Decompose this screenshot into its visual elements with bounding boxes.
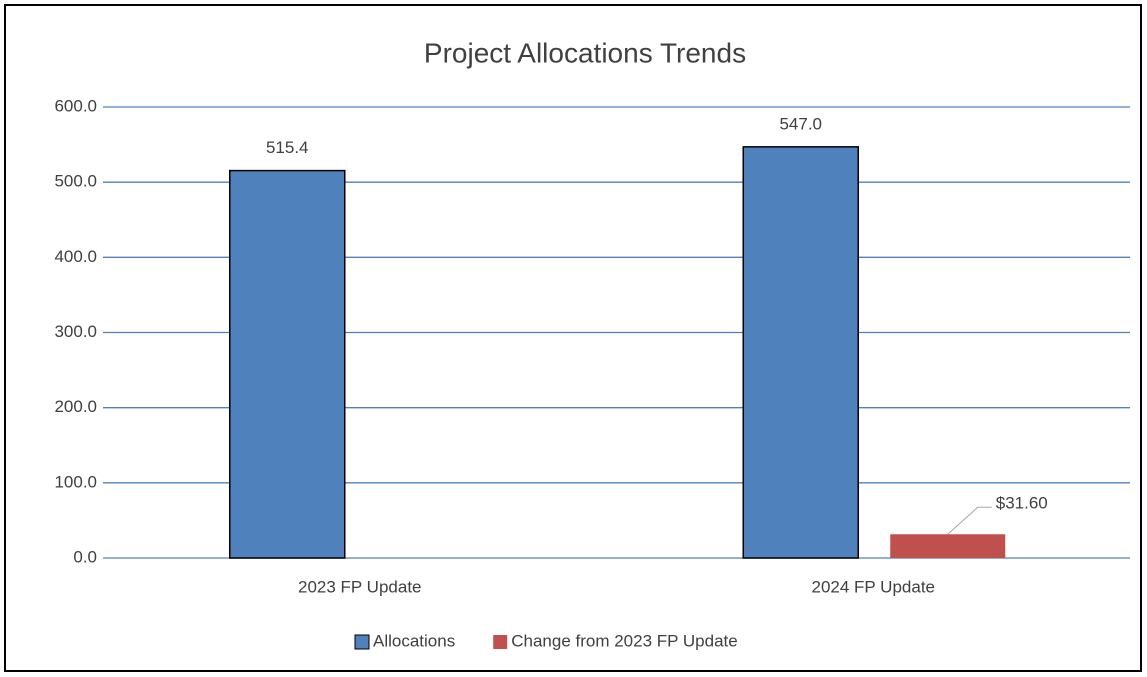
legend-label: Change from 2023 FP Update	[511, 631, 738, 650]
leader-line	[947, 506, 992, 535]
chart-frame	[4, 4, 1142, 672]
y-tick-label: 500.0	[54, 172, 97, 191]
legend-label: Allocations	[373, 631, 455, 650]
legend-swatch	[493, 635, 508, 649]
bar	[742, 146, 859, 559]
y-tick-label: 100.0	[54, 472, 97, 491]
data-label: 515.4	[266, 138, 309, 157]
y-tick-label: 600.0	[54, 96, 97, 115]
y-tick-label: 400.0	[54, 247, 97, 266]
legend-swatch	[354, 634, 370, 650]
data-label: $31.60	[996, 494, 1048, 513]
data-label: 547.0	[779, 114, 822, 133]
x-tick-label: 2023 FP Update	[298, 577, 422, 596]
y-tick-label: 200.0	[54, 397, 97, 416]
bar	[890, 534, 1006, 558]
x-tick-label: 2024 FP Update	[812, 577, 936, 596]
bar	[229, 169, 346, 559]
y-tick-label: 300.0	[54, 322, 97, 341]
chart-title: Project Allocations Trends	[424, 37, 746, 68]
y-tick-label: 0.0	[73, 547, 97, 566]
